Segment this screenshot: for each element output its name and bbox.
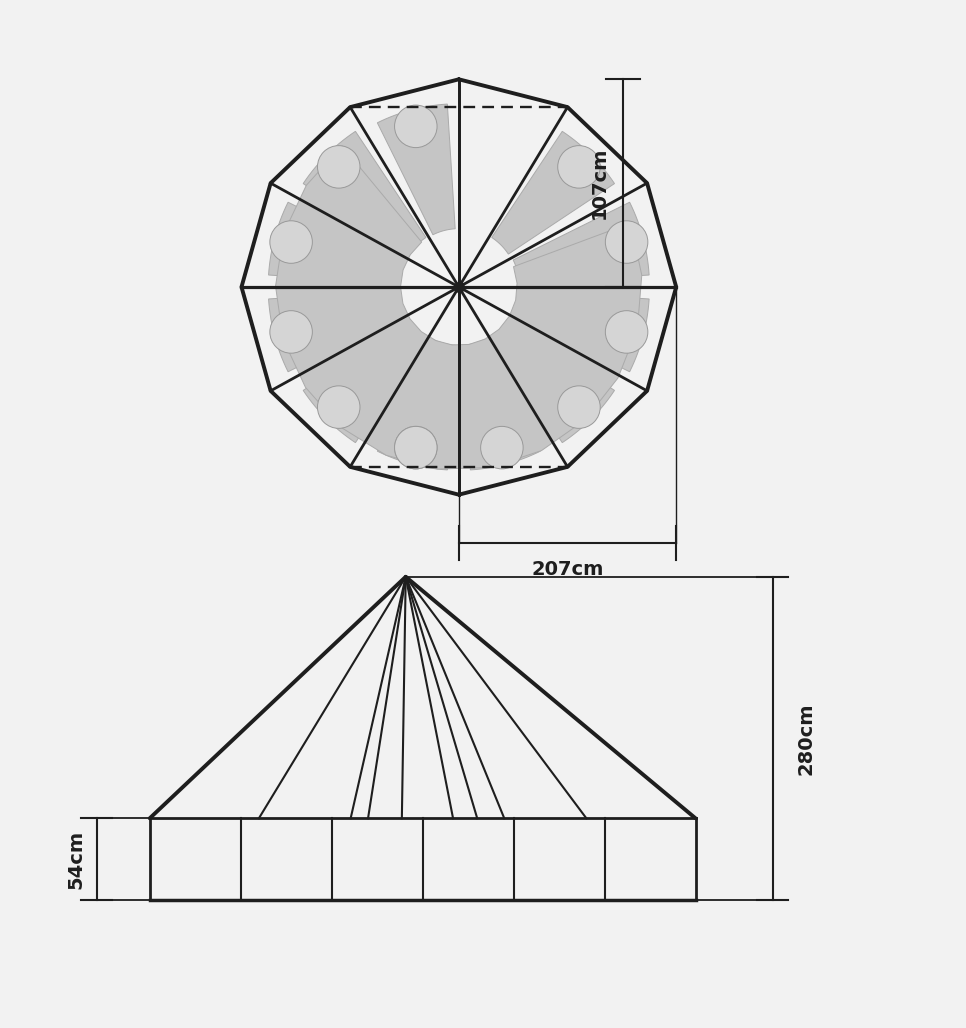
Circle shape — [394, 427, 437, 469]
Text: 54cm: 54cm — [66, 830, 85, 889]
Polygon shape — [269, 203, 405, 283]
Circle shape — [270, 310, 312, 354]
Polygon shape — [378, 104, 455, 234]
Polygon shape — [492, 320, 614, 443]
Polygon shape — [513, 291, 649, 372]
Text: 280cm: 280cm — [797, 702, 816, 775]
Polygon shape — [275, 146, 641, 469]
Polygon shape — [492, 132, 614, 254]
Circle shape — [394, 105, 437, 148]
Circle shape — [557, 146, 600, 188]
Circle shape — [394, 427, 437, 469]
Circle shape — [606, 310, 648, 354]
Polygon shape — [463, 339, 540, 470]
Circle shape — [606, 221, 648, 263]
Circle shape — [318, 386, 360, 429]
Polygon shape — [513, 203, 649, 283]
Text: 107cm: 107cm — [589, 147, 609, 219]
Polygon shape — [378, 339, 455, 470]
Text: 207cm: 207cm — [531, 560, 604, 580]
Circle shape — [318, 146, 360, 188]
Polygon shape — [303, 320, 426, 443]
Circle shape — [270, 221, 312, 263]
Circle shape — [557, 386, 600, 429]
Polygon shape — [269, 291, 405, 372]
Circle shape — [481, 427, 524, 469]
Polygon shape — [303, 132, 426, 254]
